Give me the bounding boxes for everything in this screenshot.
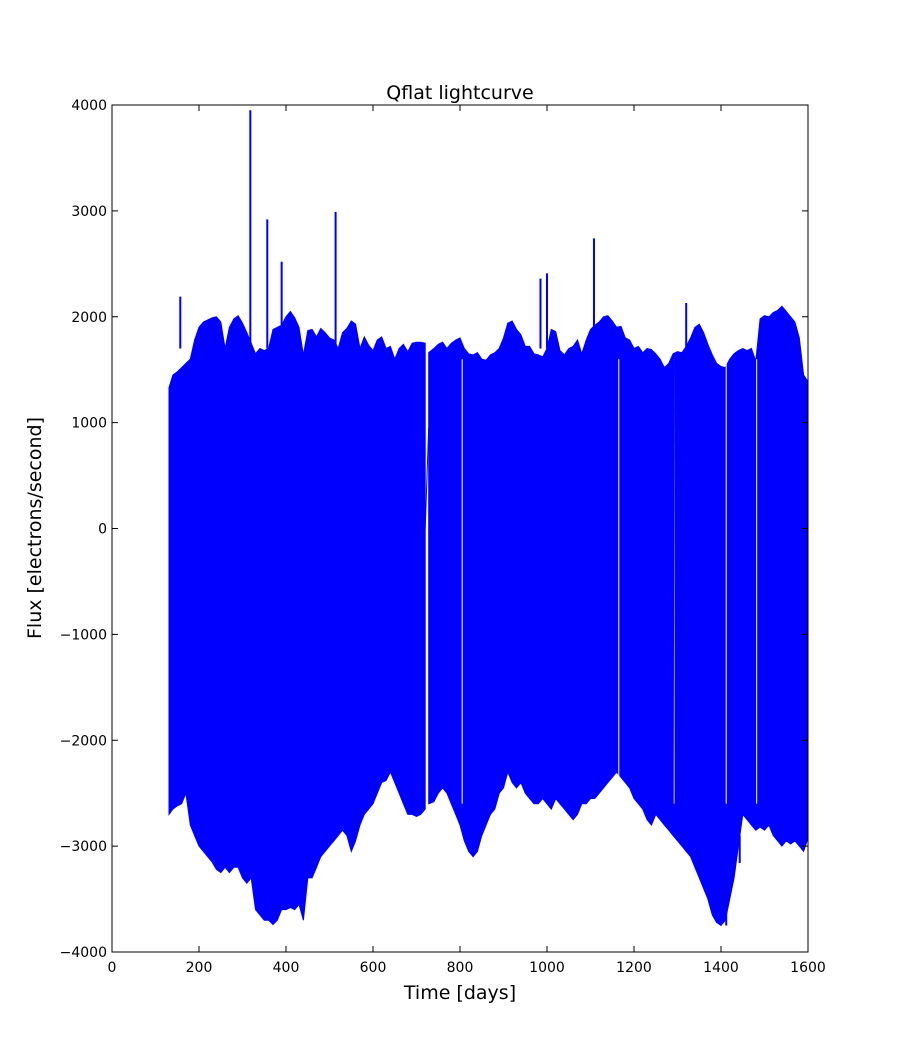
x-tick-label: 400 xyxy=(273,960,300,976)
x-tick-label: 600 xyxy=(360,960,387,976)
x-tick-label: 0 xyxy=(108,960,117,976)
series-band-2 xyxy=(428,305,808,927)
y-tick-label: −4000 xyxy=(60,945,107,961)
x-axis-label: Time [days] xyxy=(403,982,516,1004)
y-axis-ticks: −4000 −3000 −2000 −1000 0 1000 2000 3000 4000 xyxy=(60,98,808,961)
x-axis-ticks: 0 200 400 600 800 1000 1200 1400 1600 xyxy=(108,105,826,976)
y-tick-label: −3000 xyxy=(60,839,107,855)
y-tick-label: 0 xyxy=(98,522,107,538)
y-tick-label: 2000 xyxy=(71,310,107,326)
y-tick-label: 4000 xyxy=(71,98,107,114)
x-tick-label: 1600 xyxy=(790,960,826,976)
series-band-1 xyxy=(168,310,426,926)
y-tick-label: 3000 xyxy=(71,204,107,220)
x-tick-label: 1200 xyxy=(616,960,652,976)
gap-connector-2 xyxy=(672,359,675,825)
y-tick-label: −2000 xyxy=(60,733,107,749)
x-tick-label: 1400 xyxy=(703,960,739,976)
x-tick-label: 200 xyxy=(186,960,213,976)
gap-connector-1 xyxy=(424,427,430,529)
y-tick-label: −1000 xyxy=(60,627,107,643)
data-layer xyxy=(168,110,808,927)
x-tick-label: 800 xyxy=(447,960,474,976)
chart-title: Qflat lightcurve xyxy=(386,82,533,104)
x-tick-label: 1000 xyxy=(529,960,565,976)
y-axis-label: Flux [electrons/second] xyxy=(24,417,46,639)
y-tick-label: 1000 xyxy=(71,416,107,432)
